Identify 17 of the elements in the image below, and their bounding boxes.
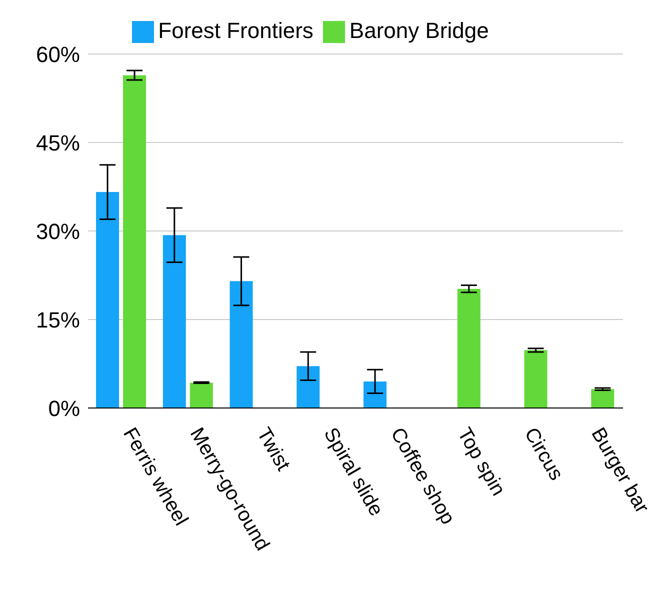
legend-label: Forest Frontiers bbox=[158, 18, 314, 43]
bar bbox=[591, 389, 614, 408]
bar bbox=[296, 366, 320, 408]
y-tick-label: 30% bbox=[36, 218, 80, 244]
y-tick-label: 45% bbox=[36, 130, 80, 156]
bar bbox=[123, 75, 146, 408]
bar bbox=[96, 192, 120, 408]
y-tick-label: 15% bbox=[36, 307, 80, 332]
bar bbox=[364, 381, 387, 408]
bar bbox=[190, 382, 213, 408]
bar bbox=[457, 288, 480, 408]
y-tick-label: 60% bbox=[36, 42, 80, 67]
bar bbox=[162, 235, 186, 408]
bar bbox=[524, 350, 548, 408]
y-tick-label: 0% bbox=[48, 396, 80, 421]
bar bbox=[230, 281, 253, 408]
legend-label: Barony Bridge bbox=[349, 18, 489, 43]
